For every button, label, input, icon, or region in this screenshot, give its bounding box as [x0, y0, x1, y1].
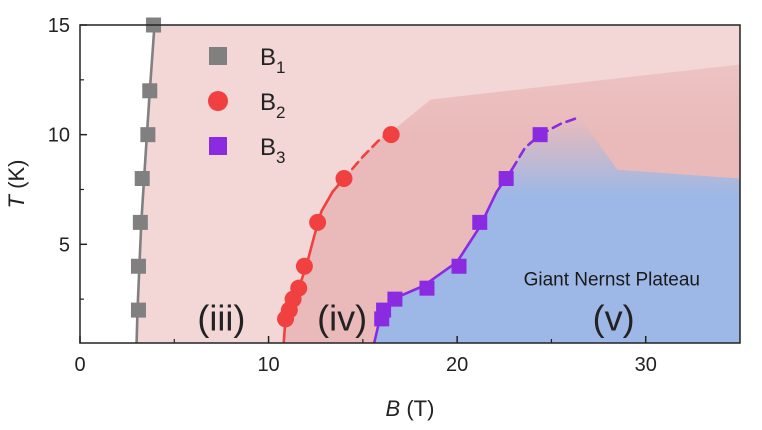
point-b2-4	[295, 257, 313, 275]
region-label-1: (iv)	[317, 298, 367, 339]
text-labels: B (T) T (K) (iii) (iv) (v) Giant Nernst Plate…	[4, 160, 700, 421]
point-b1-0	[130, 302, 146, 318]
region-label-0: (iii)	[197, 298, 245, 339]
x-tick-label-2: 20	[446, 354, 468, 376]
point-b2-5	[309, 213, 327, 231]
legend-label-sub: 3	[276, 148, 285, 167]
point-b1-4	[140, 127, 156, 143]
region-label-2: (v)	[593, 298, 635, 339]
legend-label-main: B	[260, 44, 276, 71]
point-b3-6	[498, 171, 514, 187]
legend-label-main: B	[260, 89, 276, 116]
y-tick-label-0: 5	[59, 234, 70, 256]
point-b3-2	[387, 291, 403, 307]
point-b2-6	[335, 170, 353, 188]
legend-label-sub: 2	[276, 103, 285, 122]
plot-border	[79, 24, 741, 344]
plot-background	[136, 25, 740, 343]
legend-marker-b2	[208, 91, 228, 111]
legend-label-b1: B1	[260, 44, 285, 77]
y-axis-title-unit: (K)	[4, 160, 29, 195]
axis-ticks: 0 10 20 30 5 10 15	[48, 15, 657, 376]
legend-label-b2: B2	[260, 89, 285, 122]
y-axis-title: T (K)	[4, 160, 29, 209]
legend-marker-b1	[209, 47, 227, 65]
legend-label-sub: 1	[276, 58, 285, 77]
legend-label-main: B	[260, 134, 276, 161]
plot-frame	[79, 24, 741, 344]
x-tick-label-1: 10	[257, 354, 279, 376]
point-b1-3	[134, 171, 150, 187]
y-tick-label-1: 10	[48, 125, 70, 147]
point-b3-4	[451, 258, 467, 274]
x-axis-title-symbol: B	[386, 396, 401, 421]
legend-label-b3: B3	[260, 134, 285, 167]
point-b2-7	[382, 126, 400, 144]
point-b1-1	[130, 258, 146, 274]
y-axis-title-symbol: T	[4, 193, 29, 208]
data-markers	[130, 17, 548, 328]
y-tick-label-2: 15	[48, 15, 70, 37]
x-axis-title-unit: (T)	[400, 396, 434, 421]
point-b3-1	[376, 302, 392, 318]
region-v-fill	[374, 117, 740, 343]
point-b3-3	[419, 280, 435, 296]
point-b1-2	[132, 214, 148, 230]
annotation-0: Giant Nernst Plateau	[524, 269, 700, 290]
x-tick-label-0: 0	[74, 354, 85, 376]
point-b3-5	[472, 214, 488, 230]
legend-marker-b3	[209, 137, 227, 155]
x-tick-label-3: 30	[635, 354, 657, 376]
point-b2-3	[290, 279, 308, 297]
point-b1-5	[142, 83, 158, 99]
x-axis-title: B (T)	[386, 396, 435, 421]
point-b3-7	[532, 127, 548, 143]
